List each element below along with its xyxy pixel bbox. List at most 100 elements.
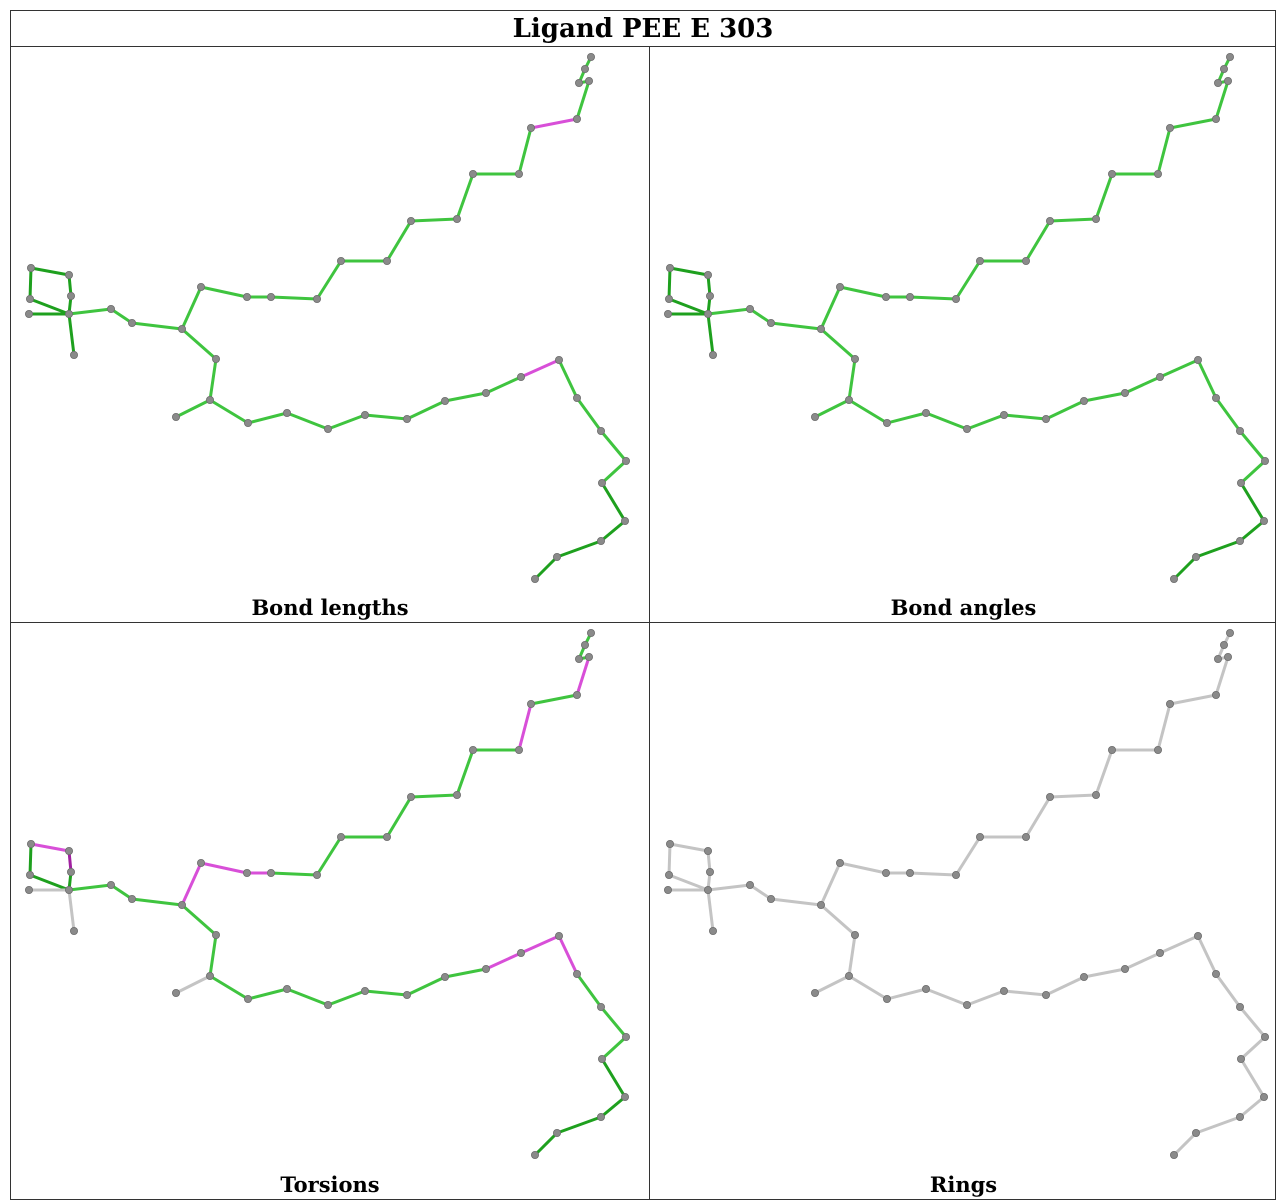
molecule-bond-lengths bbox=[24, 53, 631, 584]
atom bbox=[1214, 655, 1223, 664]
bond bbox=[285, 987, 330, 1007]
atom bbox=[709, 350, 718, 359]
bond bbox=[533, 1131, 559, 1157]
atom bbox=[1214, 79, 1223, 88]
bond bbox=[529, 117, 579, 130]
atom bbox=[1226, 53, 1235, 61]
figure-frame: Ligand PEE E 303 Bond lengths Bond angle… bbox=[10, 10, 1276, 1200]
bond bbox=[1196, 934, 1218, 976]
atom bbox=[171, 988, 180, 997]
atom bbox=[1194, 931, 1203, 940]
atom bbox=[26, 839, 35, 848]
molecule-rings bbox=[663, 629, 1270, 1160]
atom bbox=[336, 256, 345, 265]
bond bbox=[1082, 967, 1127, 979]
bond bbox=[819, 327, 857, 361]
atom bbox=[575, 79, 584, 88]
atom bbox=[962, 1000, 971, 1009]
atom bbox=[844, 971, 853, 980]
bond bbox=[1214, 79, 1230, 121]
atom bbox=[440, 972, 449, 981]
atom bbox=[585, 76, 594, 85]
caption-bond-lengths: Bond lengths bbox=[251, 595, 409, 620]
bond bbox=[954, 259, 982, 301]
atom bbox=[816, 324, 825, 333]
bond bbox=[667, 266, 672, 301]
bond bbox=[908, 295, 958, 301]
atom bbox=[1153, 746, 1162, 755]
bond bbox=[575, 396, 603, 433]
bond bbox=[405, 975, 447, 997]
atom bbox=[581, 64, 590, 73]
atom bbox=[1170, 1151, 1179, 1160]
atom bbox=[850, 354, 859, 363]
atom bbox=[196, 282, 205, 291]
atom bbox=[1107, 170, 1116, 179]
atom bbox=[282, 984, 291, 993]
atom bbox=[621, 516, 630, 525]
atom bbox=[402, 414, 411, 423]
bond bbox=[555, 1115, 603, 1135]
bond bbox=[174, 974, 212, 995]
atom bbox=[481, 964, 490, 973]
bond bbox=[1002, 413, 1048, 421]
atom bbox=[575, 655, 584, 664]
atom bbox=[24, 309, 33, 318]
bond bbox=[67, 307, 113, 316]
bond bbox=[1238, 519, 1266, 543]
atom bbox=[1261, 456, 1270, 465]
atom bbox=[573, 393, 582, 402]
atom bbox=[587, 629, 596, 637]
atom bbox=[709, 926, 718, 935]
atom bbox=[527, 124, 536, 133]
molecule-bond-angles bbox=[663, 53, 1270, 584]
atom bbox=[128, 894, 137, 903]
bond bbox=[555, 539, 603, 559]
atom bbox=[516, 948, 525, 957]
atom bbox=[406, 792, 415, 801]
atom bbox=[1194, 355, 1203, 364]
bond bbox=[315, 835, 343, 877]
atom bbox=[67, 291, 76, 300]
bond bbox=[533, 555, 559, 581]
bond bbox=[67, 888, 76, 933]
atom bbox=[573, 115, 582, 124]
atom bbox=[1226, 629, 1235, 637]
atom bbox=[573, 969, 582, 978]
bond bbox=[28, 842, 33, 877]
atom bbox=[24, 885, 33, 894]
atom bbox=[1192, 552, 1201, 561]
atom bbox=[211, 930, 220, 939]
atom bbox=[266, 868, 275, 877]
atom bbox=[481, 388, 490, 397]
bond bbox=[130, 897, 184, 907]
bond bbox=[443, 967, 488, 979]
bond bbox=[285, 411, 330, 431]
bond bbox=[599, 1005, 628, 1039]
atom bbox=[704, 309, 713, 318]
bond bbox=[847, 398, 889, 425]
atom bbox=[1107, 746, 1116, 755]
atom bbox=[1166, 124, 1175, 133]
atom bbox=[243, 994, 252, 1003]
atom bbox=[360, 410, 369, 419]
atom bbox=[810, 412, 819, 421]
atom bbox=[664, 870, 673, 879]
bond bbox=[599, 519, 627, 543]
bond bbox=[326, 413, 367, 431]
atom bbox=[921, 408, 930, 417]
atom bbox=[312, 294, 321, 303]
molecule-torsions bbox=[24, 629, 631, 1160]
atom bbox=[1260, 516, 1269, 525]
bond bbox=[706, 888, 715, 933]
atom bbox=[581, 640, 590, 649]
bond bbox=[1238, 429, 1267, 463]
atom bbox=[1153, 170, 1162, 179]
panel-bond-angles: Bond angles bbox=[650, 47, 1277, 622]
atom bbox=[1224, 652, 1233, 661]
bond bbox=[599, 1095, 627, 1119]
panel-bond-lengths: Bond lengths bbox=[11, 47, 649, 622]
atom bbox=[382, 832, 391, 841]
atom bbox=[1212, 969, 1221, 978]
bond bbox=[667, 297, 710, 316]
